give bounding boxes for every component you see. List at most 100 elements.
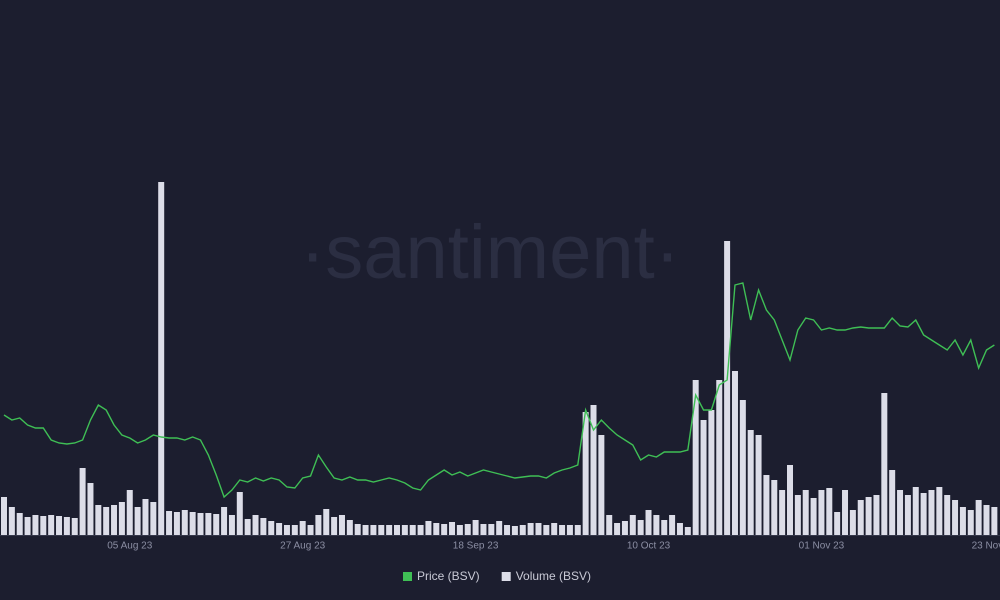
volume-bar xyxy=(983,505,990,535)
volume-bar xyxy=(181,510,188,535)
volume-bar xyxy=(48,515,55,535)
volume-bar xyxy=(566,525,573,535)
volume-bar xyxy=(433,523,440,535)
price-line xyxy=(3,282,995,499)
volume-bar xyxy=(716,380,723,535)
volume-bar xyxy=(826,488,833,535)
volume-bar xyxy=(692,380,699,535)
volume-bar xyxy=(614,523,621,535)
watermark: ·santiment· xyxy=(300,210,680,295)
volume-bar xyxy=(252,515,259,535)
x-tick-label: 05 Aug 23 xyxy=(107,541,152,552)
volume-bar xyxy=(338,515,345,535)
volume-bar xyxy=(409,525,416,535)
volume-bar xyxy=(708,410,715,535)
x-tick-label: 27 Aug 23 xyxy=(280,541,325,552)
volume-bar xyxy=(228,515,235,535)
volume-bar xyxy=(763,475,770,535)
volume-bar xyxy=(535,523,542,535)
legend-swatch xyxy=(501,572,511,581)
volume-bar xyxy=(865,497,872,535)
volume-bar xyxy=(276,523,283,535)
volume-bar xyxy=(676,523,683,535)
volume-bar xyxy=(71,518,78,535)
volume-bar xyxy=(323,509,330,535)
legend-swatch xyxy=(403,572,412,581)
volume-bar xyxy=(967,510,974,535)
volume-bar xyxy=(87,483,94,535)
volume-bar xyxy=(920,493,927,535)
volume-bar xyxy=(331,517,338,535)
volume-bar xyxy=(739,400,746,535)
volume-bar xyxy=(904,495,911,535)
volume-bar xyxy=(873,495,880,535)
volume-bar xyxy=(857,500,864,535)
volume-bar xyxy=(496,521,503,535)
volume-bar xyxy=(142,499,149,535)
volume-bar xyxy=(370,525,377,535)
volume-bar xyxy=(543,525,550,535)
volume-bar xyxy=(724,241,731,535)
volume-bar xyxy=(912,487,919,535)
x-tick-label: 18 Sep 23 xyxy=(453,541,499,552)
volume-bar xyxy=(810,498,817,535)
volume-bar xyxy=(794,495,801,535)
volume-bar xyxy=(606,515,613,535)
volume-bar xyxy=(747,430,754,535)
volume-bar xyxy=(394,525,400,535)
volume-bar xyxy=(684,527,691,535)
volume-bar xyxy=(456,525,463,535)
volume-bar xyxy=(79,468,86,535)
volume-bar xyxy=(771,480,778,535)
volume-bar xyxy=(787,465,793,535)
volume-bar xyxy=(504,525,511,535)
volume-bar xyxy=(449,522,456,535)
x-tick-label: 01 Nov 23 xyxy=(799,541,845,552)
volume-bar xyxy=(166,511,173,535)
volume-bar xyxy=(40,516,47,535)
volume-bar xyxy=(574,525,581,535)
legend-label: Price (BSV) xyxy=(417,569,480,583)
volume-bar xyxy=(897,490,904,535)
volume-bar xyxy=(519,525,526,535)
volume-bar xyxy=(731,371,738,535)
volume-bar xyxy=(700,420,707,535)
volume-bar xyxy=(881,393,888,535)
volume-bar xyxy=(582,412,589,535)
volume-bar xyxy=(197,513,204,535)
volume-bar xyxy=(952,500,959,535)
volume-bar xyxy=(189,512,196,535)
volume-bar xyxy=(1,497,7,535)
volume-bar xyxy=(928,490,935,535)
volume-bar xyxy=(637,520,644,535)
volume-bar xyxy=(118,502,125,535)
volume-bar xyxy=(16,513,23,535)
volume-bar xyxy=(244,519,251,535)
volume-bar xyxy=(842,490,849,535)
volume-bar xyxy=(849,510,856,535)
volume-bar xyxy=(629,515,636,535)
volume-bar xyxy=(378,525,385,535)
volume-bar xyxy=(802,490,809,535)
volume-bar xyxy=(221,507,228,535)
volume-bar xyxy=(669,515,676,535)
volume-bar xyxy=(425,521,432,535)
volume-bar xyxy=(24,517,31,535)
volume-bar xyxy=(260,518,267,535)
volume-bar xyxy=(56,516,63,535)
volume-bar xyxy=(95,505,102,535)
volume-bar xyxy=(158,182,165,535)
volume-bar xyxy=(134,507,141,535)
volume-bar xyxy=(173,512,180,535)
volume-bar xyxy=(621,521,628,535)
volume-bar xyxy=(661,520,668,535)
volume-bar xyxy=(511,526,518,535)
volume-bar xyxy=(205,513,212,535)
volume-bar xyxy=(126,490,133,535)
volume-bar xyxy=(213,514,220,535)
volume-bar xyxy=(834,512,841,535)
x-tick-label: 10 Oct 23 xyxy=(627,541,671,552)
volume-bar xyxy=(299,521,306,535)
